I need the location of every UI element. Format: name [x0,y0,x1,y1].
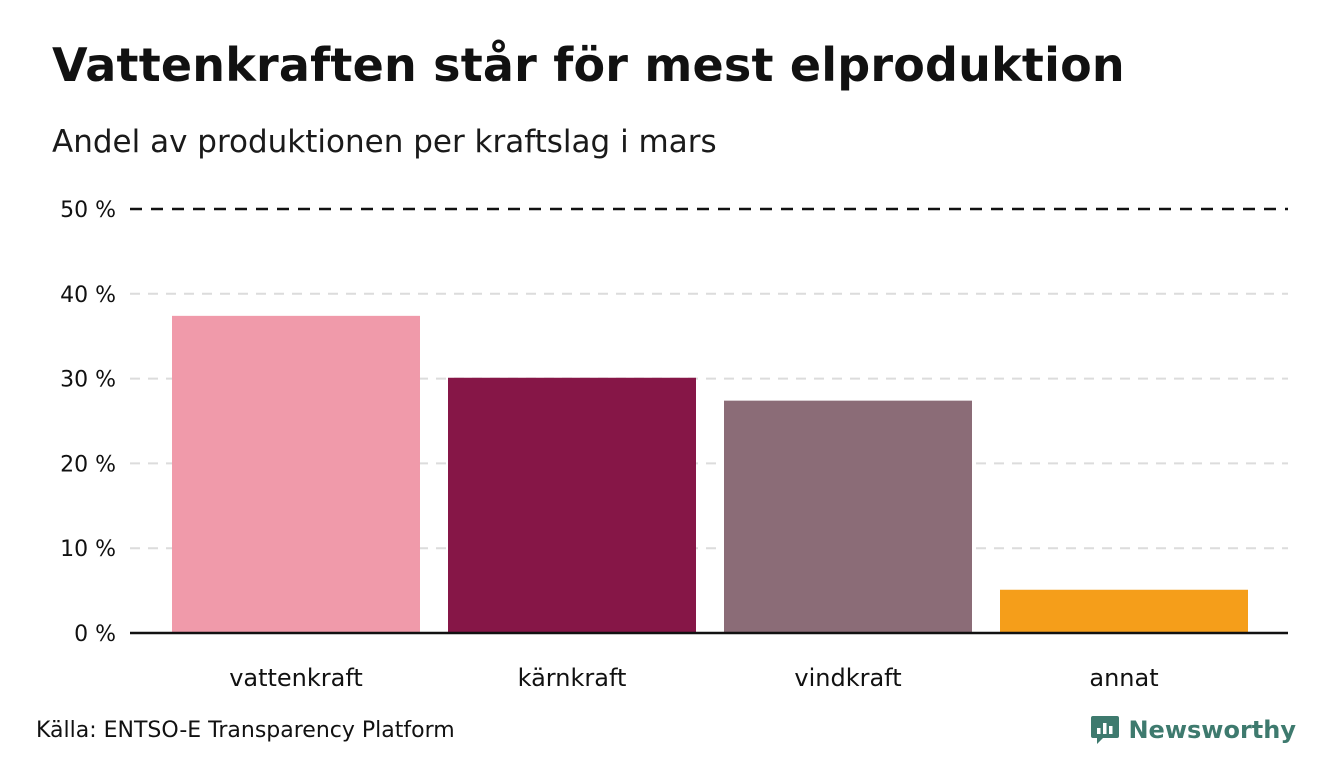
brand-logo: Newsworthy [1090,714,1296,746]
bar-kärnkraft [448,377,696,633]
y-tick-label: 50 % [60,198,116,223]
bar-annat [1000,589,1248,633]
gridlines [130,207,1288,550]
bars [172,315,1248,633]
x-category-label: vattenkraft [229,664,363,692]
bar-vattenkraft [172,315,420,633]
bar-vindkraft [724,400,972,633]
chart-title: Vattenkraften står för mest elproduktion [52,38,1125,92]
y-tick-label: 0 % [74,622,116,647]
x-category-label: annat [1089,664,1158,692]
x-category-label: vindkraft [794,664,901,692]
x-axis-labels: vattenkraft kärnkraft vindkraft annat [229,664,1158,692]
newsworthy-logo-icon [1091,716,1120,744]
y-tick-label: 20 % [60,452,116,477]
y-tick-label: 10 % [60,537,116,562]
brand-name: Newsworthy [1128,716,1296,744]
source-note: Källa: ENTSO-E Transparency Platform [36,718,455,743]
y-axis-ticks: 0 % 10 % 20 % 30 % 40 % 50 % [60,198,116,647]
chart-subtitle: Andel av produktionen per kraftslag i ma… [52,124,717,160]
y-tick-label: 40 % [60,283,116,308]
x-category-label: kärnkraft [518,664,627,692]
y-tick-label: 30 % [60,368,116,393]
